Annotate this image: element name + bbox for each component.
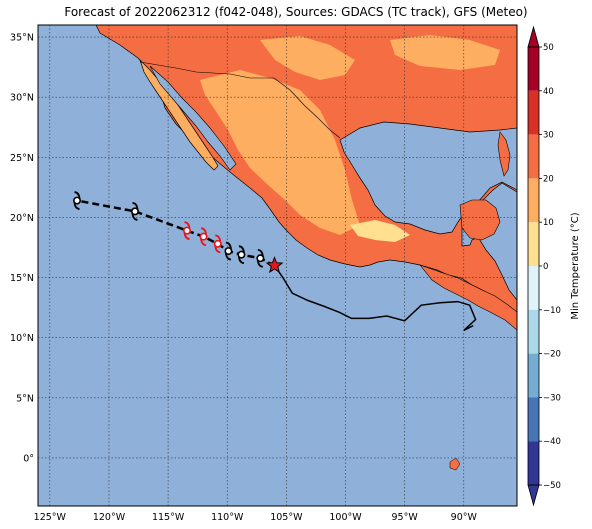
plot-frame: [37, 24, 518, 507]
colorbar-band: [528, 222, 539, 266]
cyclone-symbol-icon: [130, 201, 139, 221]
colorbar-tick-label: 10: [543, 218, 554, 228]
cyclone-symbol-icon: [256, 248, 265, 268]
latitude-axis: 35°N 30°N 25°N 20°N 15°N 10°N 5°N 0°: [10, 33, 34, 465]
colorbar-tick-label: 50: [543, 43, 554, 53]
cyclone-symbol-icon: [73, 191, 82, 210]
colorbar-band: [528, 266, 539, 310]
lon-tick-label: 110°W: [211, 512, 244, 523]
grid-lines: [38, 25, 517, 506]
colorbar-tick-label: 20: [543, 174, 554, 184]
map-title: Forecast of 2022062312 (f042-048), Sourc…: [64, 5, 528, 19]
land-mass: [95, 25, 517, 471]
lat-tick-label: 10°N: [10, 333, 34, 344]
lon-tick-label: 105°W: [270, 512, 303, 523]
lat-tick-label: 20°N: [10, 213, 34, 224]
cyclone-symbol-icon: [213, 234, 222, 254]
lon-tick-label: 120°W: [93, 512, 126, 523]
colorbar-band: [528, 441, 539, 485]
colorbar-tick-label: −30: [543, 393, 561, 403]
lat-tick-label: 0°: [23, 453, 34, 464]
colorbar-tick-label: −20: [543, 350, 561, 360]
cyclone-symbol-icon: [199, 227, 208, 247]
lon-tick-label: 100°W: [329, 512, 362, 523]
longitude-axis: 125°W 120°W 115°W 110°W 105°W 100°W 95°W 90°W: [34, 512, 478, 523]
lat-tick-label: 35°N: [10, 33, 34, 44]
colorbar-label: Min Temperature (°C): [570, 212, 581, 319]
colorbar-tick-label: 30: [543, 131, 554, 141]
colorbar-band: [528, 397, 539, 442]
colorbar-max-extension: [527, 25, 540, 48]
colorbar-band: [528, 47, 539, 91]
colorbar-band: [528, 178, 539, 223]
cyclone-symbol-icon: [183, 221, 192, 241]
colorbar-band: [528, 309, 539, 354]
colorbar-tick-label: −10: [543, 306, 561, 316]
current-position-star-icon: [265, 256, 284, 274]
colorbar-tick-label: −50: [543, 481, 561, 491]
colorbar-band: [528, 353, 539, 398]
past-track-line: [273, 265, 477, 332]
lat-tick-label: 5°N: [16, 393, 34, 404]
colorbar-tick-label: 40: [543, 87, 554, 97]
colorbar-min-extension: [527, 484, 540, 507]
lat-tick-label: 25°N: [10, 153, 34, 164]
lon-tick-label: 95°W: [392, 512, 419, 523]
cyclone-symbol-icon: [224, 241, 233, 261]
cyclone-track: [73, 191, 477, 332]
lon-tick-label: 125°W: [34, 512, 67, 523]
lat-tick-label: 15°N: [10, 273, 34, 284]
colorbar: 50 40 30 20 10 0 −10 −20 −30 −40 −50: [527, 25, 561, 507]
colorbar-band: [528, 90, 539, 135]
lon-tick-label: 115°W: [152, 512, 185, 523]
lon-tick-label: 90°W: [451, 512, 478, 523]
lat-tick-label: 30°N: [10, 93, 34, 104]
cyclone-symbol-icon: [237, 245, 246, 265]
colorbar-band: [528, 134, 539, 179]
colorbar-tick-label: −40: [543, 437, 561, 447]
colorbar-tick-label: 0: [543, 262, 548, 272]
